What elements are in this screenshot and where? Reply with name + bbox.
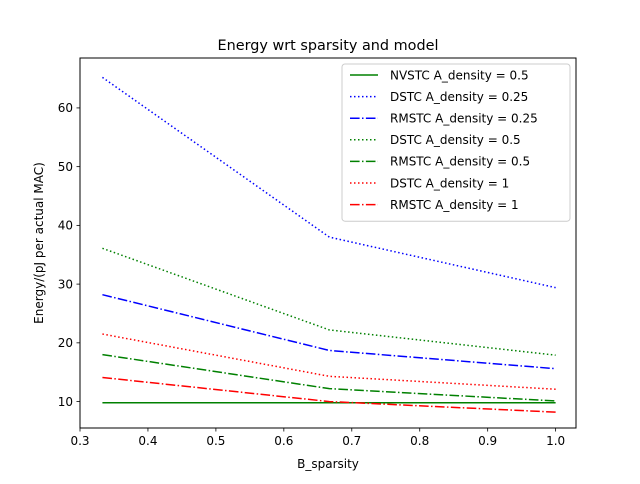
legend-box [341, 63, 571, 222]
legend-label-1: DSTC A_density = 0.25 [390, 90, 528, 104]
x-tick-label: 0.8 [410, 434, 429, 448]
legend-label-4: RMSTC A_density = 0.5 [390, 155, 530, 169]
legend-label-3: DSTC A_density = 0.5 [390, 133, 521, 147]
x-tick-label: 0.7 [342, 434, 361, 448]
series-line-5 [102, 333, 556, 390]
y-axis: 10 20 30 40 50 60 [58, 101, 80, 409]
x-tick-label: 0.6 [274, 434, 293, 448]
x-tick-label: 0.4 [138, 434, 157, 448]
chart-title: Energy wrt sparsity and model [218, 38, 439, 54]
y-tick-label: 10 [58, 395, 73, 409]
y-axis-label: Energy/(pJ per actual MAC) [32, 162, 46, 324]
series-line-3 [102, 247, 556, 356]
x-tick-label: 0.3 [70, 434, 89, 448]
y-tick-label: 60 [58, 101, 73, 115]
y-tick-label: 20 [58, 336, 73, 350]
series-layer [101, 76, 556, 413]
series-line-4 [102, 353, 556, 402]
x-axis: 0.3 0.4 0.5 0.6 0.7 0.8 0.9 1.0 [70, 428, 565, 448]
legend-label-2: RMSTC A_density = 0.25 [390, 112, 538, 126]
legend: NVSTC A_density = 0.5 DSTC A_density = 0.… [341, 63, 571, 222]
x-tick-label: 0.9 [478, 434, 497, 448]
series-line-6 [102, 376, 556, 413]
x-tick-label: 1.0 [546, 434, 565, 448]
legend-label-6: RMSTC A_density = 1 [390, 198, 519, 212]
y-tick-label: 30 [58, 277, 73, 291]
x-tick-label: 0.5 [206, 434, 225, 448]
y-tick-label: 50 [58, 160, 73, 174]
y-tick-label: 40 [58, 219, 73, 233]
legend-label-0: NVSTC A_density = 0.5 [390, 68, 529, 82]
legend-label-5: DSTC A_density = 1 [390, 176, 509, 190]
series-line-1 [101, 76, 556, 289]
plot-frame [79, 57, 577, 429]
x-axis-label: B_sparsity [297, 457, 359, 471]
series-line-2 [102, 293, 556, 370]
